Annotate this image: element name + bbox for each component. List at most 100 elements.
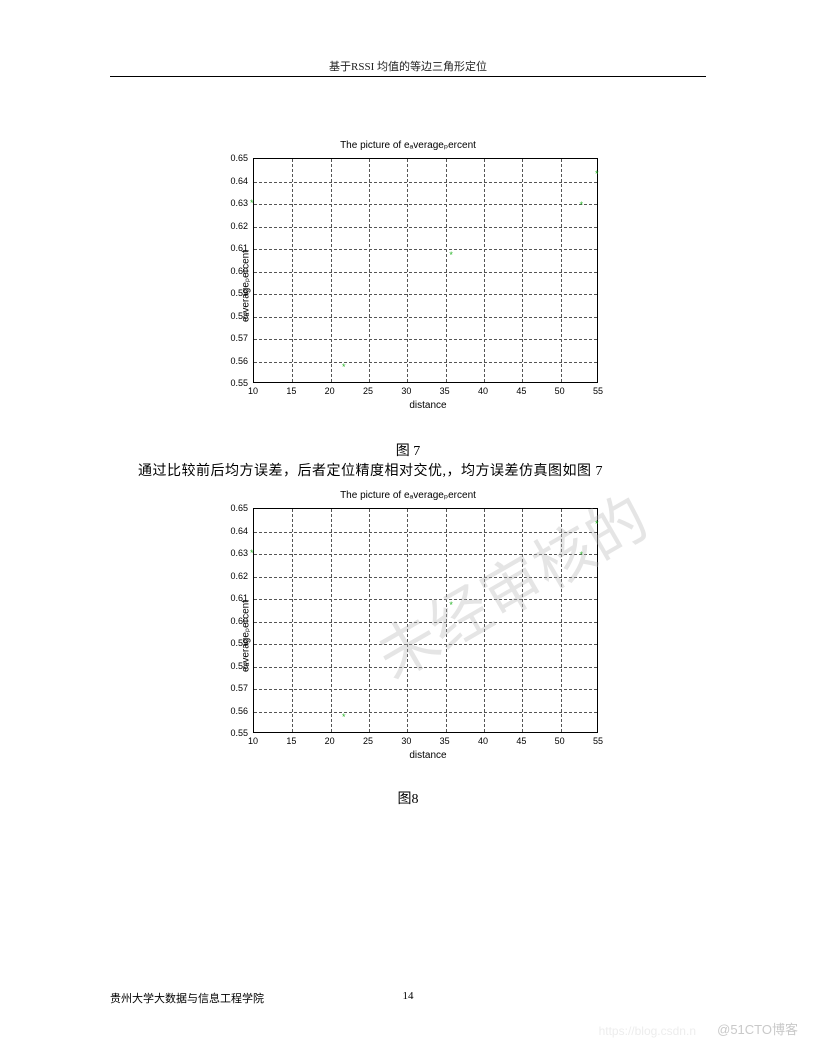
x-tick-label: 10 bbox=[238, 386, 268, 396]
figure-8-caption: 图8 bbox=[0, 788, 816, 808]
y-tick-label: 0.59 bbox=[208, 638, 248, 648]
data-point: * bbox=[580, 552, 586, 558]
figure-7-chart: The picture of eₐverageₚercent eₐverageₚ… bbox=[198, 140, 618, 418]
watermark-url: https://blog.csdn.n bbox=[599, 1024, 696, 1038]
gridline-h bbox=[254, 272, 597, 273]
y-tick-label: 0.63 bbox=[208, 548, 248, 558]
gridline-v bbox=[369, 509, 370, 732]
x-tick-label: 50 bbox=[545, 386, 575, 396]
y-tick-label: 0.60 bbox=[208, 266, 248, 276]
y-tick-label: 0.65 bbox=[208, 153, 248, 163]
gridline-v bbox=[292, 509, 293, 732]
gridline-h bbox=[254, 182, 597, 183]
page-header-title: 基于RSSI 均值的等边三角形定位 bbox=[0, 58, 816, 74]
y-tick-label: 0.61 bbox=[208, 243, 248, 253]
gridline-v bbox=[484, 159, 485, 382]
gridline-v bbox=[407, 159, 408, 382]
gridline-h bbox=[254, 249, 597, 250]
gridline-h bbox=[254, 362, 597, 363]
figure-7-caption: 图 7 bbox=[0, 440, 816, 460]
body-paragraph: 通过比较前后均方误差，后者定位精度相对交优,，均方误差仿真图如图 7 bbox=[110, 460, 716, 480]
x-tick-label: 10 bbox=[238, 736, 268, 746]
y-tick-label: 0.57 bbox=[208, 333, 248, 343]
data-point: * bbox=[449, 252, 455, 258]
x-tick-label: 35 bbox=[430, 736, 460, 746]
x-tick-label: 55 bbox=[583, 386, 613, 396]
x-axis-label: distance bbox=[198, 400, 618, 411]
gridline-v bbox=[561, 159, 562, 382]
y-tick-label: 0.58 bbox=[208, 311, 248, 321]
gridline-h bbox=[254, 599, 597, 600]
x-tick-label: 15 bbox=[276, 386, 306, 396]
plot-area-2: eₐverageₚercent distance 0.550.560.570.5… bbox=[198, 503, 618, 768]
y-tick-label: 0.61 bbox=[208, 593, 248, 603]
data-point: * bbox=[250, 200, 256, 206]
x-tick-label: 55 bbox=[583, 736, 613, 746]
x-tick-label: 40 bbox=[468, 386, 498, 396]
data-point: * bbox=[342, 364, 348, 370]
watermark-corner: @51CTO博客 bbox=[717, 1019, 798, 1038]
gridline-v bbox=[522, 509, 523, 732]
y-tick-label: 0.64 bbox=[208, 176, 248, 186]
gridline-h bbox=[254, 577, 597, 578]
gridline-v bbox=[331, 509, 332, 732]
y-tick-label: 0.63 bbox=[208, 198, 248, 208]
page-footer: 贵州大学大数据与信息工程学院 14 bbox=[110, 990, 706, 1006]
x-tick-label: 50 bbox=[545, 736, 575, 746]
gridline-h bbox=[254, 227, 597, 228]
y-tick-label: 0.64 bbox=[208, 526, 248, 536]
gridline-h bbox=[254, 554, 597, 555]
gridline-v bbox=[331, 159, 332, 382]
y-tick-label: 0.57 bbox=[208, 683, 248, 693]
gridline-h bbox=[254, 532, 597, 533]
gridline-h bbox=[254, 689, 597, 690]
footer-institution: 贵州大学大数据与信息工程学院 bbox=[110, 990, 264, 1006]
data-point: * bbox=[595, 171, 601, 177]
gridline-v bbox=[561, 509, 562, 732]
gridline-v bbox=[522, 159, 523, 382]
y-tick-label: 0.59 bbox=[208, 288, 248, 298]
gridline-v bbox=[292, 159, 293, 382]
gridline-v bbox=[369, 159, 370, 382]
y-tick-label: 0.65 bbox=[208, 503, 248, 513]
gridline-h bbox=[254, 204, 597, 205]
chart-title: The picture of eₐverageₚercent bbox=[198, 140, 618, 151]
x-tick-label: 45 bbox=[506, 736, 536, 746]
x-tick-label: 40 bbox=[468, 736, 498, 746]
x-tick-label: 15 bbox=[276, 736, 306, 746]
y-tick-label: 0.56 bbox=[208, 356, 248, 366]
data-point: * bbox=[342, 714, 348, 720]
plot-box-1 bbox=[253, 158, 598, 383]
y-tick-label: 0.56 bbox=[208, 706, 248, 716]
gridline-h bbox=[254, 667, 597, 668]
x-tick-label: 20 bbox=[315, 736, 345, 746]
x-tick-label: 20 bbox=[315, 386, 345, 396]
y-tick-label: 0.58 bbox=[208, 661, 248, 671]
gridline-h bbox=[254, 712, 597, 713]
data-point: * bbox=[595, 521, 601, 527]
x-tick-label: 25 bbox=[353, 386, 383, 396]
gridline-h bbox=[254, 339, 597, 340]
x-tick-label: 45 bbox=[506, 386, 536, 396]
plot-box-2 bbox=[253, 508, 598, 733]
x-tick-label: 30 bbox=[391, 736, 421, 746]
gridline-v bbox=[484, 509, 485, 732]
data-point: * bbox=[449, 602, 455, 608]
data-point: * bbox=[580, 202, 586, 208]
x-tick-label: 35 bbox=[430, 386, 460, 396]
gridline-v bbox=[446, 159, 447, 382]
data-point: * bbox=[250, 550, 256, 556]
x-axis-label: distance bbox=[198, 750, 618, 761]
footer-page-number: 14 bbox=[403, 990, 414, 1002]
y-tick-label: 0.60 bbox=[208, 616, 248, 626]
chart-title: The picture of eₐverageₚercent bbox=[198, 490, 618, 501]
gridline-h bbox=[254, 294, 597, 295]
gridline-v bbox=[407, 509, 408, 732]
y-tick-label: 0.62 bbox=[208, 571, 248, 581]
header-rule bbox=[110, 76, 706, 77]
x-tick-label: 25 bbox=[353, 736, 383, 746]
gridline-h bbox=[254, 317, 597, 318]
plot-area-1: eₐverageₚercent distance 0.550.560.570.5… bbox=[198, 153, 618, 418]
gridline-h bbox=[254, 644, 597, 645]
y-tick-label: 0.62 bbox=[208, 221, 248, 231]
